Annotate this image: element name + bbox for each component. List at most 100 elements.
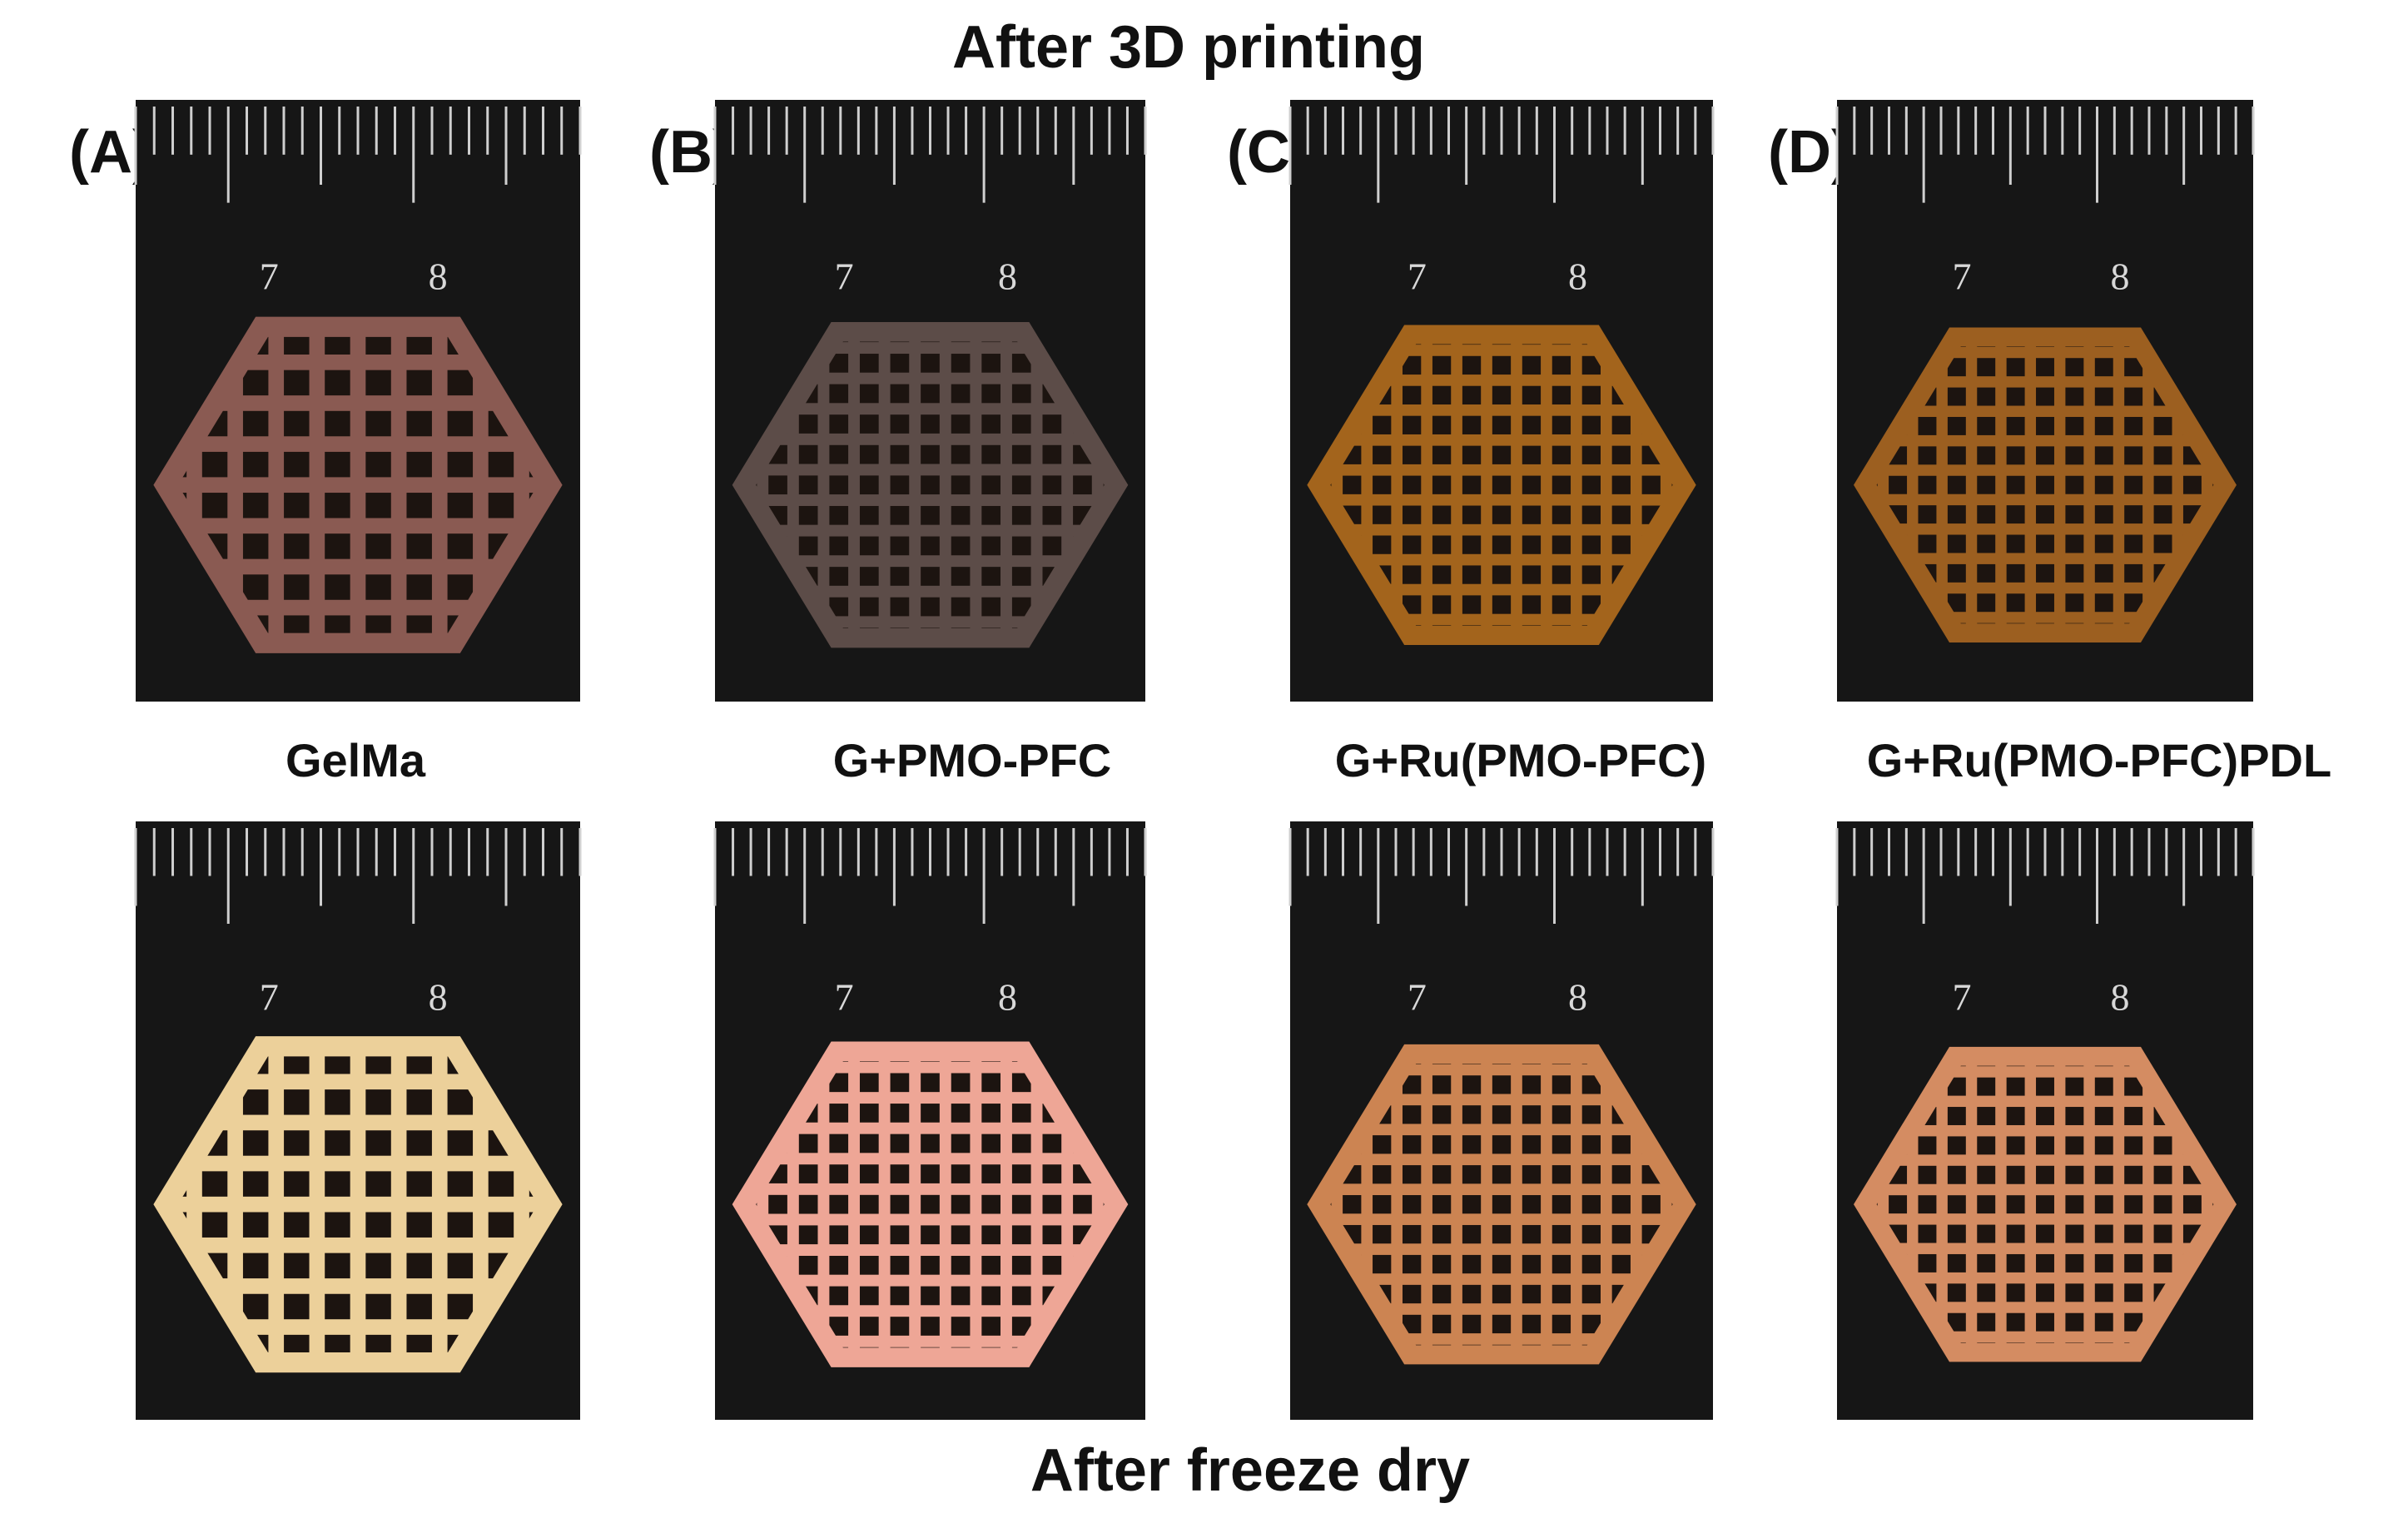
scaffold-hole (2094, 475, 2113, 494)
scaffold-hole (2124, 1283, 2143, 1302)
scaffold-hole (1581, 1195, 1601, 1214)
scaffold-hole (1403, 1314, 1422, 1334)
scaffold-hole (242, 1293, 269, 1320)
scaffold-hole (951, 1194, 971, 1214)
scaffold-hole (406, 410, 432, 437)
scaffold-hole (1403, 415, 1422, 434)
scaffold-hole (1977, 1253, 1996, 1272)
scaffold-hole (284, 1293, 310, 1320)
scaffold-hole (951, 628, 971, 647)
scaffold-hole (951, 597, 971, 617)
scaffold-hole (1373, 415, 1392, 434)
scaffold-hole (447, 410, 474, 437)
scaffold-hole (921, 475, 940, 495)
scaffold-hole (2006, 346, 2025, 347)
scaffold-hole (829, 1164, 849, 1183)
scaffold-hole (1977, 623, 1996, 624)
scaffold-hole (1432, 385, 1452, 405)
scaffold-hole (406, 533, 432, 559)
scaffold-hole (1011, 384, 1031, 404)
scaffold-hole (2006, 1195, 2025, 1214)
scaffold-hole (1403, 1135, 1422, 1154)
scaffold-hole (951, 341, 971, 343)
scaffold-hole (798, 1134, 818, 1153)
scaffold-hole (2006, 475, 2025, 494)
scaffold-hole (1947, 563, 1966, 583)
scaffold-hole (406, 1130, 432, 1156)
scaffold-hole (2006, 623, 2025, 624)
scaffold-hole (1373, 445, 1392, 464)
scaffold-hole (1611, 505, 1631, 524)
scaffold (153, 316, 563, 653)
scaffold-hole (1432, 505, 1452, 524)
scaffold-hole (2036, 1253, 2054, 1272)
scaffold-hole (1581, 1165, 1601, 1184)
scaffold-hole (981, 536, 1001, 556)
scaffold-hole (201, 493, 228, 518)
scaffold-hole (921, 1317, 940, 1336)
ruler-label: 7 (1408, 975, 1427, 1018)
scaffold-hole (1522, 445, 1542, 464)
scaffold-hole (2065, 1342, 2084, 1343)
scaffold-hole (1403, 475, 1422, 494)
scaffold-hole (2006, 1342, 2025, 1343)
scaffold-hole (2094, 1312, 2113, 1332)
scaffold-hole (890, 1286, 910, 1306)
scaffold-hole (829, 597, 849, 617)
scaffold-hole (1889, 1195, 1908, 1214)
scaffold-hole (1011, 475, 1031, 495)
scaffold-hole (1522, 1344, 1542, 1346)
scaffold-hole (1522, 1105, 1542, 1124)
scaffold-hole (981, 567, 1001, 586)
scaffold-hole (1977, 1107, 1996, 1125)
scaffold-holes (177, 336, 539, 633)
scaffold-hole (1492, 535, 1512, 554)
scaffold-hole (1552, 1284, 1571, 1304)
scaffold-hole (1581, 1105, 1601, 1124)
scaffold-hole (1977, 1283, 1996, 1302)
scaffold-hole (406, 574, 432, 600)
scaffold-hole (890, 414, 910, 434)
scaffold-hole (1581, 565, 1601, 584)
panel-name: G+Ru(PMO-PFC)PDL (1867, 734, 2331, 786)
scaffold-hole (1552, 344, 1571, 345)
scaffold-hole (921, 1255, 940, 1275)
scaffold-hole (2006, 446, 2025, 465)
panel-name: GelMa (285, 734, 426, 786)
scaffold-hole (2065, 1195, 2084, 1214)
scaffold-hole (2006, 1136, 2025, 1155)
scaffold-hole (1918, 1136, 1937, 1155)
scaffold-hole (365, 1212, 391, 1238)
scaffold-hole (242, 451, 269, 478)
scaffold-hole (365, 574, 391, 600)
scaffold-hole (1641, 1195, 1661, 1214)
scaffold-hole (859, 444, 879, 464)
scaffold-hole (951, 354, 971, 373)
scaffold-hole (1611, 1135, 1631, 1154)
scaffold-hole (242, 1130, 269, 1156)
scaffold-hole (1977, 1077, 1996, 1096)
ruler-label: 8 (429, 255, 448, 297)
scaffold-hole (1522, 1254, 1542, 1274)
scaffold-hole (2036, 1136, 2054, 1155)
scaffold-hole (2153, 534, 2172, 553)
scaffold-hole (325, 1253, 350, 1279)
scaffold-hole (1432, 1314, 1452, 1334)
scaffold-hole (1876, 1195, 1878, 1214)
scaffold-hole (1011, 1073, 1031, 1093)
scaffold-hole (1552, 1195, 1571, 1214)
scaffold-hole (325, 615, 350, 633)
scaffold-hole (1977, 1195, 1996, 1214)
ruler-label: 8 (1568, 255, 1587, 297)
scaffold-hole (1492, 1105, 1512, 1124)
scaffold-hole (859, 414, 879, 434)
scaffold-hole (859, 1194, 879, 1214)
scaffold-hole (798, 1255, 818, 1275)
scaffold-hole (1462, 1105, 1482, 1124)
scaffold-hole (284, 370, 310, 396)
scaffold-hole (1343, 1195, 1362, 1214)
scaffold-hole (1011, 1194, 1031, 1214)
